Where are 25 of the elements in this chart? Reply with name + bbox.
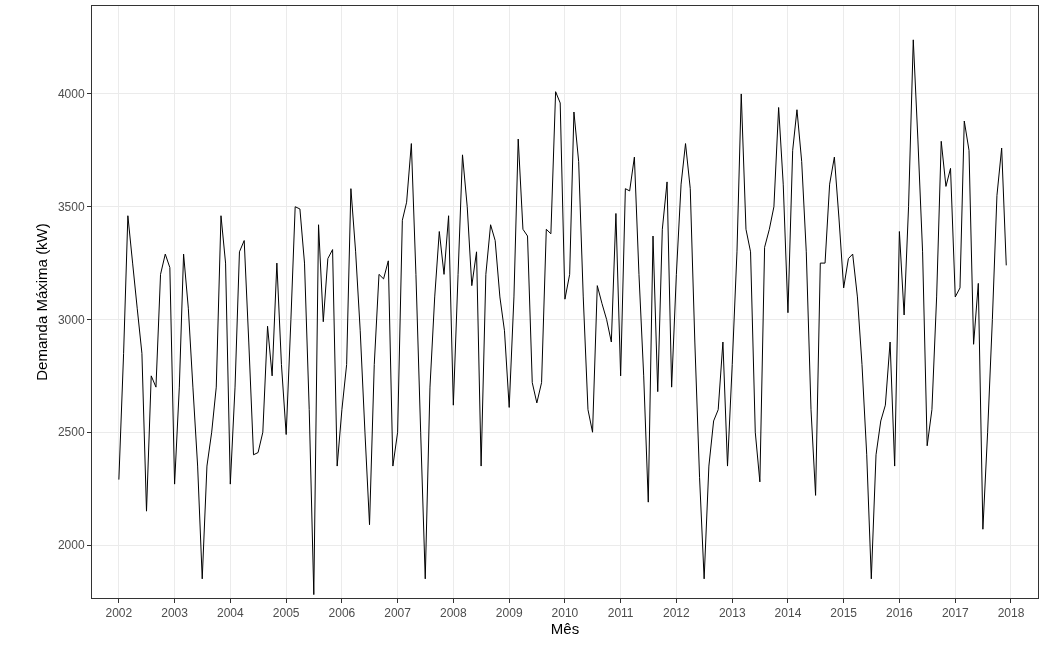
x-tick-label: 2017 (941, 606, 969, 621)
x-tick-label: 2010 (551, 606, 579, 621)
x-tick-label: 2011 (607, 606, 634, 621)
y-tick-label: 3500 (57, 199, 85, 214)
x-tick-label: 2009 (495, 606, 523, 621)
x-tick-label: 2013 (718, 606, 746, 621)
y-tick-label: 2500 (57, 425, 85, 440)
x-tick-label: 2002 (105, 606, 133, 621)
line-series (118, 39, 1007, 596)
x-tick-label: 2018 (997, 606, 1025, 621)
y-tick-label: 3000 (57, 312, 85, 327)
x-tick-label: 2012 (663, 606, 691, 621)
x-tick-label: 2003 (161, 606, 189, 621)
x-axis-title: Mês (550, 620, 580, 638)
x-tick-label: 2005 (272, 606, 300, 621)
x-tick-label: 2006 (328, 606, 356, 621)
x-tick-label: 2004 (216, 606, 244, 621)
y-tick-label: 4000 (57, 87, 85, 102)
x-tick-label: 2015 (830, 606, 858, 621)
x-tick-label: 2016 (886, 606, 914, 621)
y-tick-label: 2000 (57, 538, 85, 553)
x-tick-label: 2008 (439, 606, 467, 621)
x-tick-label: 2014 (774, 606, 802, 621)
x-tick-label: 2007 (384, 606, 412, 621)
y-axis-title: Demanda Máxima (kW) (33, 223, 51, 381)
